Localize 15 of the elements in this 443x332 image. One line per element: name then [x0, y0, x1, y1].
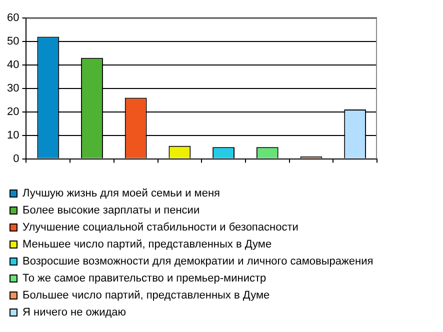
y-tick-label: 20 [6, 106, 20, 118]
y-tick-label: 50 [6, 36, 20, 48]
legend-label: Более высокие зарплаты и пенсии [22, 204, 200, 217]
legend-label: Большее число партий, представленных в Думе [22, 290, 270, 302]
y-tick-label: 30 [6, 82, 20, 94]
legend-label: То же самое правительство и премьер-министр [22, 272, 266, 285]
legend-label: Лучшую жизнь для моей семьи и меня [22, 188, 220, 200]
y-tick-label: 60 [6, 12, 20, 24]
legend-label: Возросшие возможности для демократии и личного самовыражения [22, 256, 374, 268]
legend-label: Я ничего не ожидаю [22, 306, 126, 319]
legend-label: Меньшее число партий, представленных в Думе [22, 238, 272, 251]
y-tick-label: 0 [13, 152, 20, 165]
y-tick-label: 40 [6, 58, 20, 71]
y-tick-label: 10 [6, 129, 20, 142]
legend-label: Улучшение социальной стабильности и безопасности [22, 222, 298, 234]
